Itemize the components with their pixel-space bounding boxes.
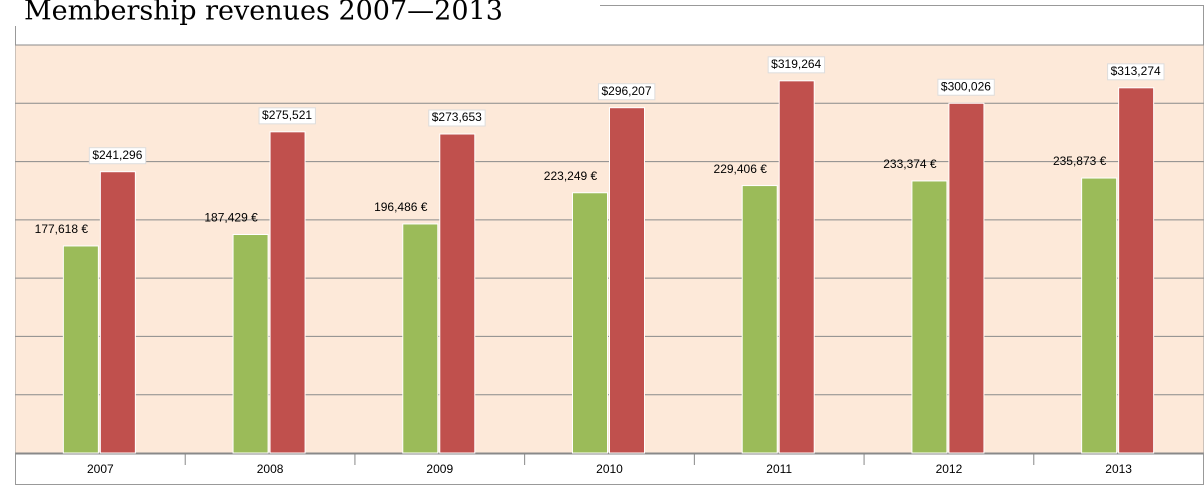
data-label: 229,406 €: [714, 162, 768, 176]
data-label: $275,521: [262, 108, 312, 122]
bar: [1081, 177, 1118, 454]
data-label: 233,374 €: [883, 157, 937, 171]
bar: [572, 192, 608, 454]
bar: [402, 223, 439, 454]
x-tick-label: 2008: [257, 462, 284, 476]
bar: [609, 107, 645, 454]
x-tick-label: 2010: [596, 462, 623, 476]
data-label-box: [597, 83, 656, 101]
x-tick-label: 2011: [766, 462, 792, 476]
data-label: 235,873 €: [1053, 154, 1107, 168]
x-tick-label: 2009: [426, 462, 453, 476]
data-label: $273,653: [432, 110, 482, 124]
title-backdrop: [0, 0, 600, 26]
data-label: 187,429 €: [204, 211, 258, 225]
bar: [99, 171, 136, 454]
data-label: $296,207: [601, 84, 651, 98]
data-label-box: [258, 107, 316, 125]
data-label-box: [767, 56, 826, 74]
bar: [741, 185, 778, 454]
bar: [911, 180, 948, 454]
bar: [269, 131, 306, 454]
data-label: 177,618 €: [35, 222, 89, 236]
x-tick-label: 2013: [1105, 462, 1132, 476]
data-label: 223,249 €: [544, 169, 598, 183]
data-label: $313,274: [1111, 64, 1161, 78]
bar: [62, 245, 99, 454]
bar: [1118, 87, 1155, 454]
bar: [439, 133, 476, 454]
bar: [948, 102, 985, 454]
chart-title: Membership revenues 2007—2013: [24, 0, 503, 27]
data-label: $300,026: [941, 79, 991, 93]
bar: [778, 80, 815, 454]
data-label: $241,296: [92, 148, 142, 162]
data-label-box: [937, 78, 995, 96]
bar: [232, 234, 269, 454]
data-label: $319,264: [771, 57, 821, 71]
data-label-box: [428, 109, 486, 127]
data-label-box: [1107, 63, 1165, 81]
x-tick-label: 2007: [87, 462, 114, 476]
data-label-box: [88, 147, 147, 165]
data-label: 196,486 €: [374, 200, 428, 214]
x-tick-label: 2012: [936, 462, 963, 476]
